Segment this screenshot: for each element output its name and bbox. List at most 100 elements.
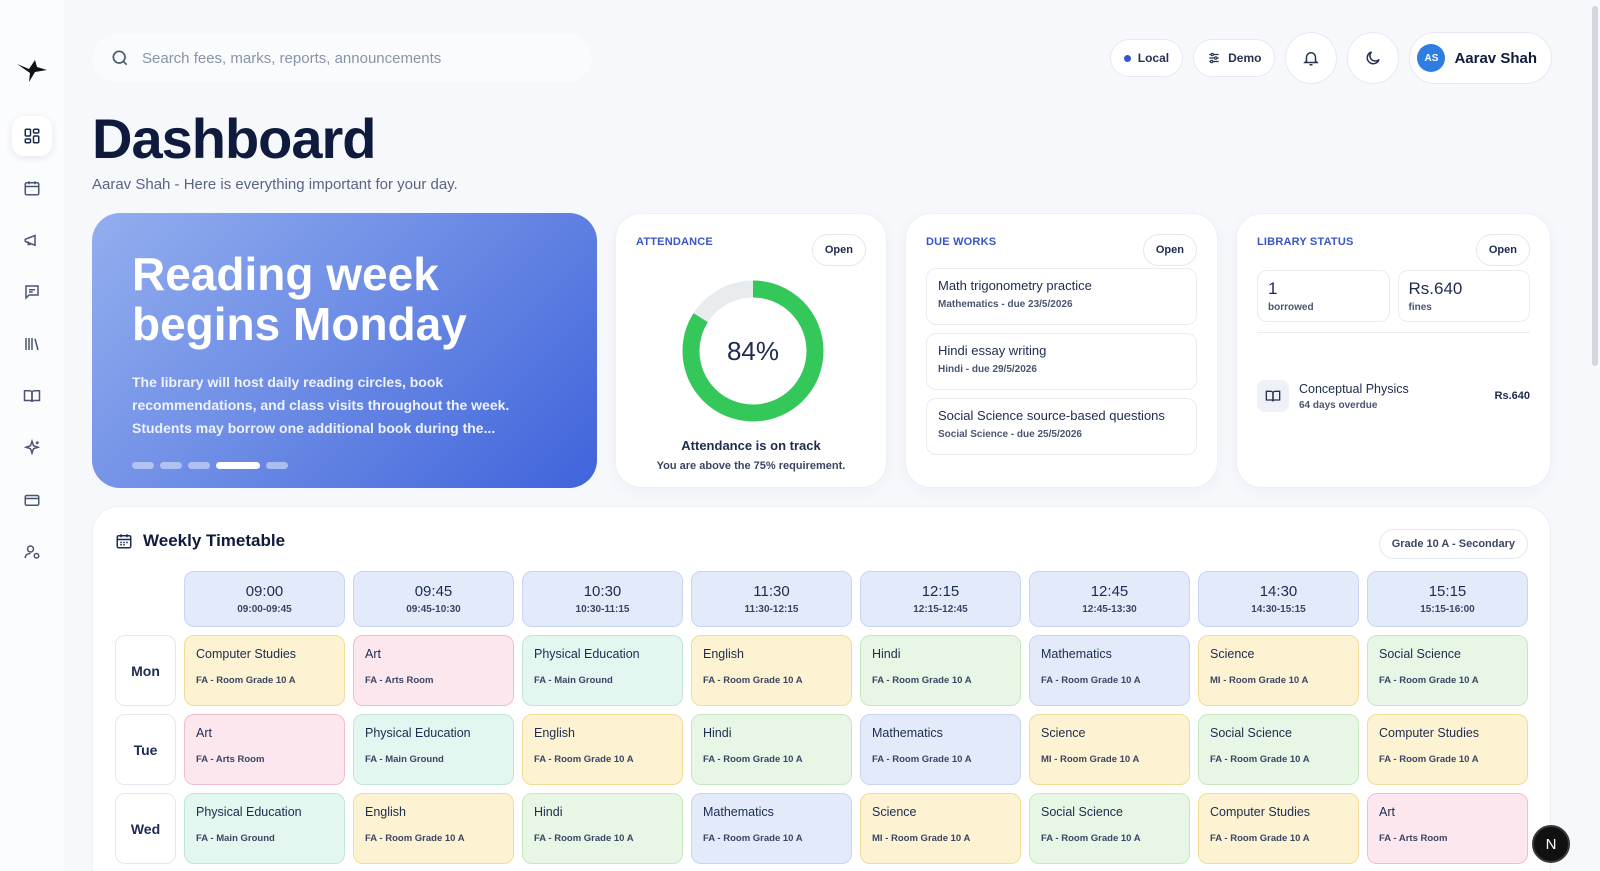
- timetable-cell[interactable]: Science MI - Room Grade 10 A: [1198, 635, 1359, 706]
- timetable-cell[interactable]: English FA - Room Grade 10 A: [691, 635, 852, 706]
- timetable-cell[interactable]: Art FA - Arts Room: [184, 714, 345, 785]
- sidebar-item-books[interactable]: [12, 376, 52, 416]
- sidebar-nav: [12, 116, 52, 572]
- cell-room: MI - Room Grade 10 A: [872, 833, 971, 844]
- timetable-row-tue: Tue Art FA - Arts Room Physical Education FA…: [115, 714, 1528, 785]
- cell-room: FA - Room Grade 10 A: [534, 833, 634, 844]
- sidebar-item-messages[interactable]: [12, 272, 52, 312]
- timetable-header: Weekly Timetable: [115, 531, 285, 551]
- sidebar-item-announcements[interactable]: [12, 220, 52, 260]
- demo-button[interactable]: Demo: [1193, 39, 1276, 77]
- search-input[interactable]: [142, 49, 572, 67]
- sidebar-item-dashboard[interactable]: [12, 116, 52, 156]
- slot-range: 10:30-11:15: [575, 604, 630, 615]
- timetable-cell[interactable]: Hindi FA - Room Grade 10 A: [860, 635, 1021, 706]
- due-works-label: DUE WORKS: [926, 236, 997, 248]
- grade-badge[interactable]: Grade 10 A - Secondary: [1378, 529, 1528, 559]
- timetable-cell[interactable]: Computer Studies FA - Room Grade 10 A: [1198, 793, 1359, 864]
- timetable-cell[interactable]: Social Science FA - Room Grade 10 A: [1367, 635, 1528, 706]
- timetable-cell[interactable]: English FA - Room Grade 10 A: [522, 714, 683, 785]
- sidebar-item-fees[interactable]: [12, 480, 52, 520]
- library-stats: 1 borrowed Rs.640 fines: [1257, 270, 1530, 322]
- sidebar-item-profile[interactable]: [12, 532, 52, 572]
- assistant-fab-button[interactable]: N: [1532, 825, 1570, 863]
- page-scrollbar[interactable]: [1592, 6, 1598, 366]
- cell-subject: Computer Studies: [196, 647, 297, 661]
- timetable-cell[interactable]: Social Science FA - Room Grade 10 A: [1198, 714, 1359, 785]
- user-menu[interactable]: AS Aarav Shah: [1409, 32, 1552, 84]
- timetable-cell[interactable]: Art FA - Arts Room: [1367, 793, 1528, 864]
- due-work-meta: Hindi - due 29/5/2026: [938, 364, 1037, 375]
- attendance-note: You are above the 75% requirement.: [656, 460, 846, 472]
- demo-label: Demo: [1228, 51, 1262, 65]
- attendance-percent: 84%: [726, 335, 780, 366]
- due-work-item[interactable]: Social Science source-based questions So…: [926, 398, 1197, 455]
- overdue-book-item[interactable]: Conceptual Physics 64 days overdue Rs.64…: [1257, 380, 1530, 412]
- cell-room: FA - Arts Room: [1379, 833, 1448, 844]
- cell-subject: Hindi: [872, 647, 901, 661]
- sidebar-item-library[interactable]: [12, 324, 52, 364]
- env-badge[interactable]: Local: [1109, 39, 1184, 77]
- time-slot: 14:30 14:30-15:15: [1198, 571, 1359, 627]
- logo-bird-icon[interactable]: [15, 56, 49, 86]
- cell-subject: Computer Studies: [1210, 805, 1311, 819]
- timetable-cell[interactable]: Art FA - Arts Room: [353, 635, 514, 706]
- timetable-cell[interactable]: Physical Education FA - Main Ground: [353, 714, 514, 785]
- slot-time: 11:30: [753, 583, 790, 600]
- timetable-cell[interactable]: Science MI - Room Grade 10 A: [1029, 714, 1190, 785]
- timetable-cell[interactable]: English FA - Room Grade 10 A: [353, 793, 514, 864]
- timetable-cell[interactable]: Social Science FA - Room Grade 10 A: [1029, 793, 1190, 864]
- timetable-cell[interactable]: Hindi FA - Room Grade 10 A: [691, 714, 852, 785]
- avatar: AS: [1417, 44, 1446, 72]
- timetable-cell[interactable]: Physical Education FA - Main Ground: [522, 635, 683, 706]
- due-works-list: Math trigonometry practice Mathematics -…: [926, 268, 1197, 455]
- due-works-open-button[interactable]: Open: [1142, 234, 1197, 266]
- book-overdue: 64 days overdue: [1299, 399, 1378, 411]
- timetable-cell[interactable]: Computer Studies FA - Room Grade 10 A: [1367, 714, 1528, 785]
- timetable-cell[interactable]: Mathematics FA - Room Grade 10 A: [691, 793, 852, 864]
- announcement-text: The library will host daily reading circ…: [132, 374, 510, 436]
- carousel-dot-active[interactable]: [216, 462, 260, 469]
- carousel-dot[interactable]: [188, 462, 210, 469]
- carousel-dot[interactable]: [160, 462, 182, 469]
- timetable-cell[interactable]: Mathematics FA - Room Grade 10 A: [860, 714, 1021, 785]
- carousel-dot[interactable]: [266, 462, 288, 469]
- book-icon: [1257, 380, 1289, 412]
- timetable-cell[interactable]: Mathematics FA - Room Grade 10 A: [1029, 635, 1190, 706]
- announcement-carousel[interactable]: Reading week begins Monday The library w…: [92, 213, 597, 488]
- megaphone-icon: [24, 234, 36, 247]
- user-settings-icon: [24, 545, 40, 559]
- attendance-open-button[interactable]: Open: [811, 234, 866, 266]
- timetable-row-mon: Mon Computer Studies FA - Room Grade 10 A A…: [115, 635, 1528, 706]
- cell-subject: Science: [1210, 647, 1255, 661]
- timetable-title: Weekly Timetable: [143, 531, 286, 550]
- due-work-meta: Mathematics - due 23/5/2026: [938, 299, 1073, 310]
- due-work-name: Social Science source-based questions: [938, 408, 1165, 423]
- attendance-card: ATTENDANCE Open 84% Attendance is on tra…: [615, 213, 887, 488]
- day-label: Mon: [115, 635, 176, 706]
- carousel-dot[interactable]: [132, 462, 154, 469]
- time-slot: 10:30 10:30-11:15: [522, 571, 683, 627]
- library-open-button[interactable]: Open: [1475, 234, 1530, 266]
- notifications-button[interactable]: [1285, 32, 1338, 84]
- timetable-cell[interactable]: Physical Education FA - Main Ground: [184, 793, 345, 864]
- book-icon: [23, 390, 41, 403]
- cell-subject: Physical Education: [365, 726, 471, 740]
- weekly-timetable: Weekly Timetable Grade 10 A - Secondary …: [92, 506, 1551, 871]
- timetable-cell[interactable]: Hindi FA - Room Grade 10 A: [522, 793, 683, 864]
- cell-subject: Art: [365, 647, 381, 661]
- cell-room: FA - Room Grade 10 A: [196, 675, 296, 686]
- day-label: Tue: [115, 714, 176, 785]
- timetable-cell[interactable]: Science MI - Room Grade 10 A: [860, 793, 1021, 864]
- slot-range: 09:45-10:30: [406, 604, 461, 615]
- timetable-cell[interactable]: Computer Studies FA - Room Grade 10 A: [184, 635, 345, 706]
- sparkle-icon: [23, 439, 41, 456]
- due-work-item[interactable]: Hindi essay writing Hindi - due 29/5/202…: [926, 333, 1197, 390]
- sidebar-item-ai[interactable]: [12, 428, 52, 468]
- chat-icon: [25, 285, 39, 300]
- due-work-meta: Social Science - due 25/5/2026: [938, 429, 1082, 440]
- theme-toggle-button[interactable]: [1347, 32, 1400, 84]
- sidebar-item-calendar[interactable]: [12, 168, 52, 208]
- cell-room: FA - Main Ground: [196, 833, 275, 844]
- due-work-item[interactable]: Math trigonometry practice Mathematics -…: [926, 268, 1197, 325]
